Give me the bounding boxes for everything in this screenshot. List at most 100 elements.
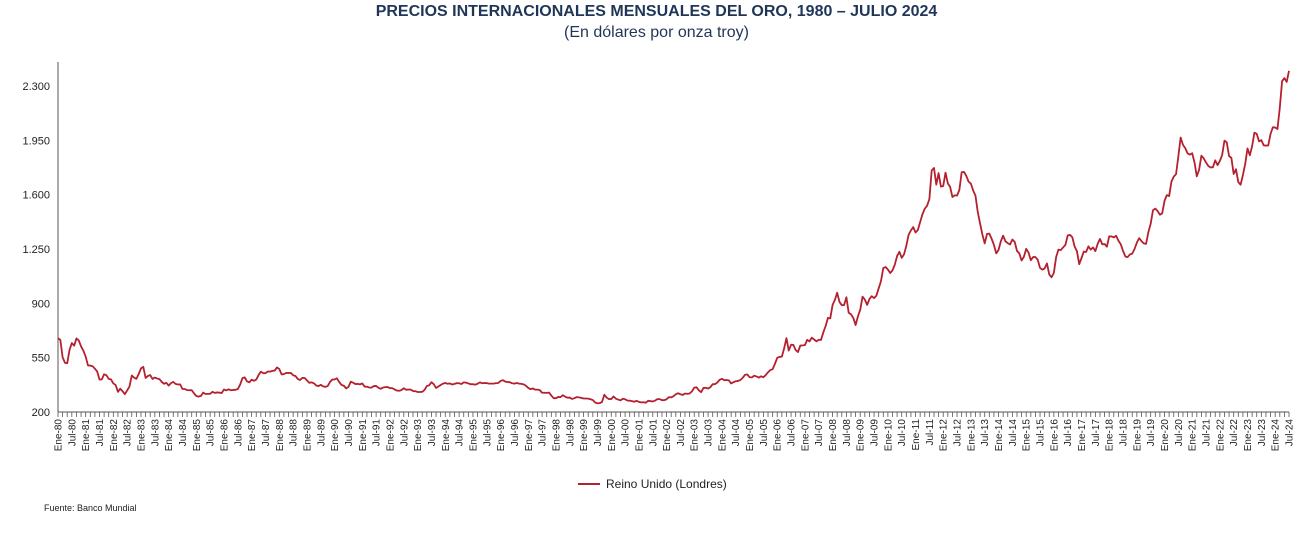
x-tick-label: Jul-85 <box>206 419 217 447</box>
x-tick-label: Jul-99 <box>593 419 604 447</box>
x-tick-label: Ene-12 <box>939 419 950 452</box>
x-tick-label: Ene-08 <box>828 419 839 452</box>
x-tick-label: Jul-04 <box>731 419 742 447</box>
x-tick-label: Ene-11 <box>911 419 922 451</box>
x-tick-label: Jul-01 <box>648 419 659 447</box>
x-tick-label: Ene-95 <box>468 419 479 452</box>
x-tick-label: Jul-10 <box>897 419 908 447</box>
x-tick-label: Jul-90 <box>344 419 355 447</box>
x-tick-label: Ene-98 <box>551 419 562 452</box>
x-tick-label: Jul-96 <box>510 419 521 447</box>
x-tick-label: Ene-92 <box>385 419 396 452</box>
y-tick-label: 550 <box>32 353 50 365</box>
x-tick-label: Jul-97 <box>538 419 549 447</box>
x-tick-label: Ene-97 <box>524 419 535 452</box>
x-tick-label: Ene-02 <box>662 419 673 452</box>
legend-swatch <box>578 483 600 485</box>
x-tick-label: Jul-15 <box>1036 419 1047 447</box>
x-tick-label: Ene-16 <box>1049 419 1060 452</box>
x-tick-label: Ene-83 <box>136 419 147 452</box>
y-tick-label: 200 <box>32 407 50 419</box>
x-tick-label: Ene-89 <box>302 419 313 452</box>
x-tick-label: Jul-09 <box>870 419 881 447</box>
legend-label: Reino Unido (Londres) <box>606 477 727 491</box>
x-tick-label: Ene-85 <box>192 419 203 452</box>
x-tick-label: Ene-01 <box>634 419 645 452</box>
y-tick-label: 1.250 <box>22 244 50 256</box>
x-tick-label: Ene-21 <box>1188 419 1199 452</box>
x-tick-label: Ene-87 <box>247 419 258 452</box>
x-tick-label: Ene-90 <box>330 419 341 452</box>
x-tick-label: Ene-24 <box>1271 419 1282 452</box>
x-tick-label: Jul-16 <box>1063 419 1074 447</box>
chart-title: PRECIOS INTERNACIONALES MENSUALES DEL OR… <box>375 3 938 20</box>
x-tick-label: Ene-04 <box>717 419 728 452</box>
x-tick-label: Ene-05 <box>745 419 756 452</box>
x-tick-label: Jul-08 <box>842 419 853 447</box>
x-tick-label: Jul-06 <box>787 419 798 447</box>
y-tick-label: 900 <box>32 298 50 310</box>
series-line-reino-unido <box>57 70 1290 405</box>
x-tick-label: Jul-95 <box>482 419 493 447</box>
x-tick-label: Jul-07 <box>814 419 825 447</box>
x-tick-label: Jul-14 <box>1008 419 1019 447</box>
y-tick-label: 2.300 <box>22 81 50 93</box>
x-tick-label: Jul-89 <box>316 419 327 447</box>
x-tick-label: Jul-87 <box>261 419 272 447</box>
plot-area <box>57 70 1290 405</box>
x-tick-label: Ene-99 <box>579 419 590 452</box>
x-tick-label: Jul-19 <box>1146 419 1157 447</box>
x-tick-label: Ene-23 <box>1243 419 1254 452</box>
x-tick-label: Jul-24 <box>1285 419 1296 447</box>
x-tick-label: Jul-94 <box>455 419 466 447</box>
x-tick-label: Jul-93 <box>427 419 438 447</box>
x-tick-label: Jul-17 <box>1091 419 1102 447</box>
x-tick-label: Ene-13 <box>966 419 977 452</box>
chart-subtitle: (En dólares por onza troy) <box>564 24 749 41</box>
x-tick-label: Ene-93 <box>413 419 424 452</box>
x-tick-label: Ene-07 <box>800 419 811 452</box>
x-tick-label: Jul-11 <box>925 419 936 446</box>
x-tick-label: Jul-00 <box>621 419 632 447</box>
legend: Reino Unido (Londres) <box>578 477 727 491</box>
x-tick-label: Ene-17 <box>1077 419 1088 452</box>
x-tick-label: Ene-03 <box>690 419 701 452</box>
x-tick-label: Ene-15 <box>1022 419 1033 452</box>
x-tick-label: Ene-88 <box>275 419 286 452</box>
x-tick-label: Ene-86 <box>219 419 230 452</box>
x-tick-label: Jul-88 <box>289 419 300 447</box>
x-tick-label: Jul-13 <box>980 419 991 447</box>
x-tick-label: Jul-81 <box>95 419 106 447</box>
x-tick-label: Jul-22 <box>1229 419 1240 447</box>
x-tick-label: Ene-82 <box>109 419 120 452</box>
x-tick-label: Jul-84 <box>178 419 189 447</box>
x-tick-label: Jul-02 <box>676 419 687 447</box>
y-tick-label: 1.600 <box>22 190 50 202</box>
x-tick-label: Ene-10 <box>883 419 894 452</box>
x-tick-label: Ene-80 <box>54 419 65 452</box>
x-tick-label: Jul-80 <box>67 419 78 447</box>
x-tick-label: Ene-91 <box>358 419 369 452</box>
x-tick-label: Ene-00 <box>607 419 618 452</box>
x-tick-label: Ene-96 <box>496 419 507 452</box>
x-tick-label: Jul-91 <box>372 419 383 447</box>
x-tick-label: Jul-21 <box>1202 419 1213 447</box>
y-axis: 200 550 900 1.250 1.600 1.950 2.300 <box>22 62 59 419</box>
x-tick-label: Jul-86 <box>233 419 244 447</box>
x-tick-label: Jul-92 <box>399 419 410 447</box>
y-tick-label: 1.950 <box>22 135 50 147</box>
x-tick-label: Ene-19 <box>1132 419 1143 452</box>
x-tick-label: Ene-06 <box>773 419 784 452</box>
x-tick-label: Jul-82 <box>123 419 134 447</box>
x-tick-label: Ene-14 <box>994 419 1005 452</box>
x-tick-label: Jul-98 <box>565 419 576 447</box>
x-tick-label: Ene-84 <box>164 419 175 452</box>
x-tick-label: Jul-20 <box>1174 419 1185 447</box>
x-tick-label: Jul-03 <box>704 419 715 447</box>
x-tick-label: Jul-23 <box>1257 419 1268 447</box>
x-tick-label: Jul-05 <box>759 419 770 447</box>
x-tick-label: Ene-22 <box>1215 419 1226 452</box>
x-tick-label: Ene-20 <box>1160 419 1171 452</box>
x-tick-label: Ene-94 <box>441 419 452 452</box>
